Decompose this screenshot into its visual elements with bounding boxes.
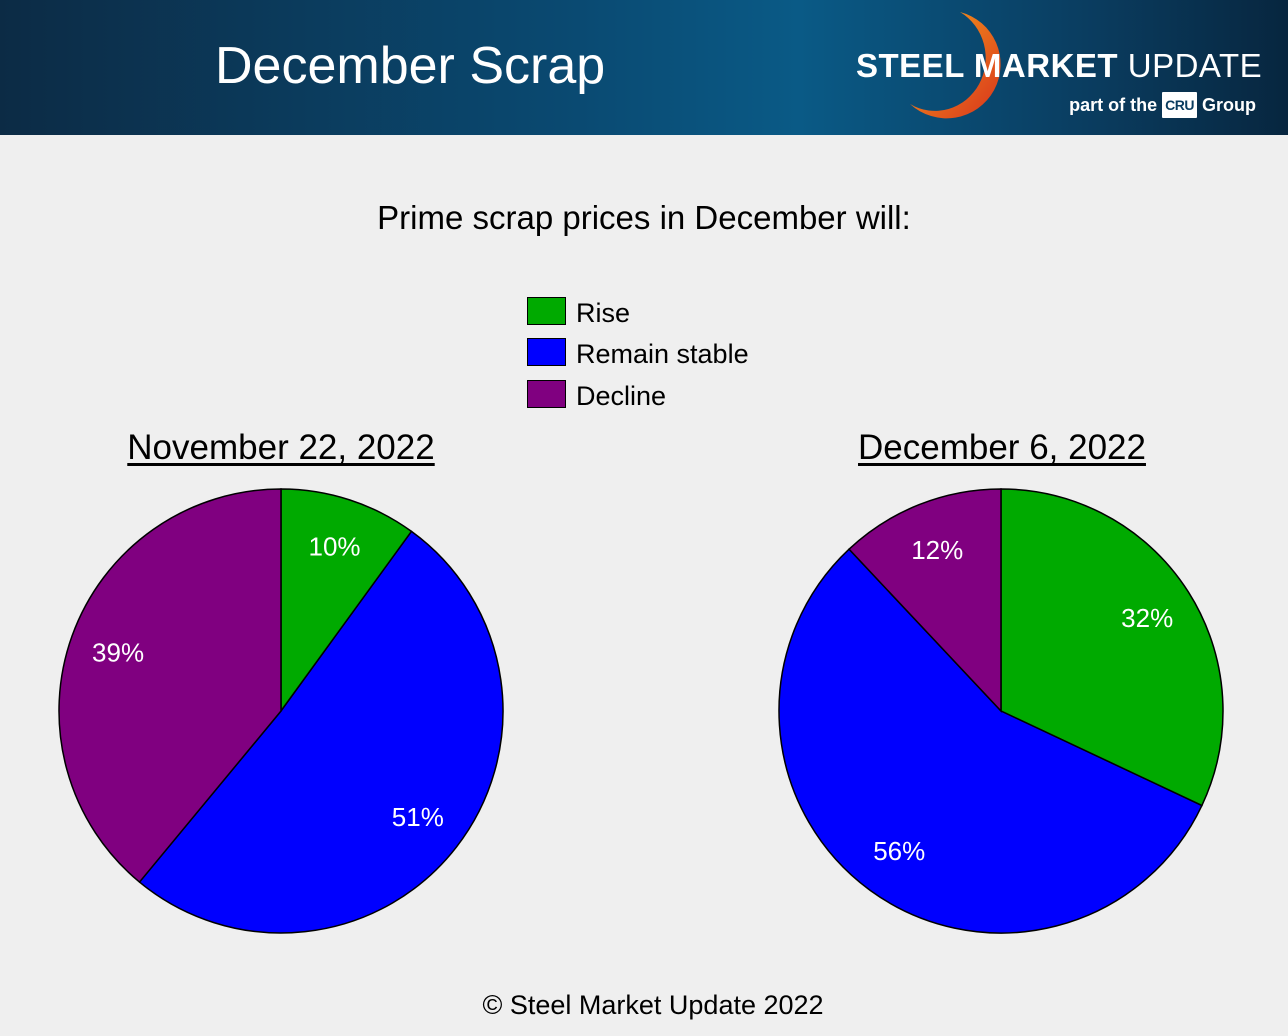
steel-market-update-logo: STEEL MARKET UPDATE part of the CRU Grou… xyxy=(850,8,1270,126)
logo-sub-suffix: Group xyxy=(1202,95,1256,115)
pie-label-november-remain-stable: 51% xyxy=(392,802,444,832)
chart-question: Prime scrap prices in December will: xyxy=(377,199,911,236)
legend-label-remain-stable: Remain stable xyxy=(576,339,749,369)
logo-sub-prefix: part of the xyxy=(1069,95,1158,115)
cru-badge: CRU xyxy=(1162,92,1197,118)
logo-regular-text: UPDATE xyxy=(1127,47,1263,84)
copyright-footer: © Steel Market Update 2022 xyxy=(482,990,824,1020)
pie-label-november-decline: 39% xyxy=(92,637,144,667)
pie-label-november-rise: 10% xyxy=(308,531,360,561)
pie-slice-december-remain-stable xyxy=(778,548,1203,934)
header-banner: December Scrap STEEL MARKET UPDATE part … xyxy=(0,0,1288,135)
pie-slice-december-rise xyxy=(1000,488,1224,807)
pie-label-december-rise: 32% xyxy=(1121,603,1173,633)
legend-label-decline: Decline xyxy=(576,381,667,411)
legend-label-rise: Rise xyxy=(576,298,631,328)
pie-slice-november-remain-stable xyxy=(138,530,504,934)
pie-chart-november: 10% 51% 39% xyxy=(58,488,504,934)
pie-slice-december-decline xyxy=(847,488,1002,713)
logo-wordmark: STEEL MARKET UPDATE xyxy=(856,46,1262,86)
logo-bold-text: STEEL MARKET xyxy=(856,47,1119,84)
legend-swatch-decline xyxy=(527,380,566,408)
pie-slice-november-rise xyxy=(280,488,413,714)
pie-label-december-remain-stable: 56% xyxy=(873,836,925,866)
logo-arc-icon xyxy=(910,12,1001,119)
pie-title-december: December 6, 2022 xyxy=(858,428,1146,467)
page-title: December Scrap xyxy=(215,37,606,95)
logo-subtitle: part of the CRU Group xyxy=(1069,92,1256,118)
pie-label-december-decline: 12% xyxy=(911,535,963,565)
pie-title-november: November 22, 2022 xyxy=(127,428,435,467)
pie-slice-november-decline xyxy=(58,488,282,884)
legend-swatch-remain-stable xyxy=(527,338,566,366)
legend-swatch-rise xyxy=(527,297,566,325)
pie-chart-december: 32% 56% 12% xyxy=(778,488,1224,934)
